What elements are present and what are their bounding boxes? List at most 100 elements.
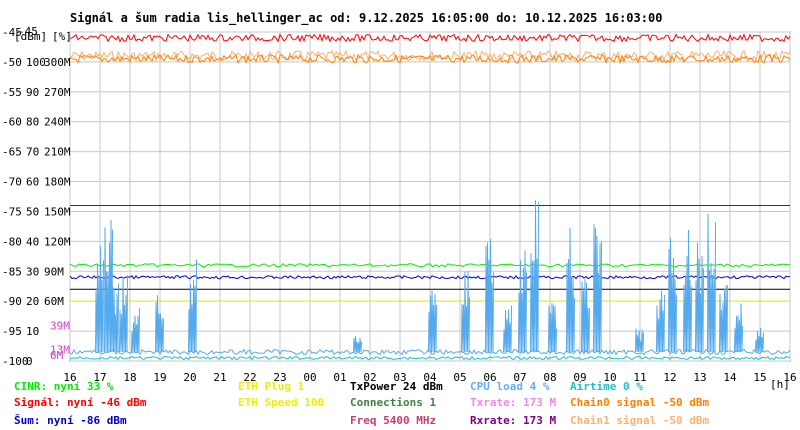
y-tick-label-dbm: -70 <box>2 176 22 189</box>
series-cpu-load-spike <box>683 229 692 353</box>
y-tick-label-rate: 270M <box>44 86 71 99</box>
y-tick-label-dbm: -45 <box>2 26 22 39</box>
series-cpu-load-spike <box>518 250 527 353</box>
axis-labels: 16 17 18 19 20 21 22 23 00 01 02 03 04 05 06 07 08 09 10 11… <box>2 25 797 384</box>
series-cpu-load-spike <box>485 238 494 353</box>
x-tick-label: 17 <box>93 371 106 384</box>
x-tick-label: 21 <box>213 371 226 384</box>
legend-item: TxPower 24 dBm <box>350 380 443 393</box>
series-cpu-load-spike <box>428 288 437 353</box>
y-tick-label-dbm: -85 <box>2 265 22 278</box>
series-cpu-load-spike <box>695 242 704 353</box>
legend-item: ETH Plug 1 <box>238 380 305 393</box>
y-tick-label-rate: 180M <box>44 176 71 189</box>
series-chain0-signal <box>69 53 791 65</box>
series-cpu-load-spike <box>131 307 140 353</box>
legend-item: Rxrate: 173 M <box>470 414 556 427</box>
series-cpu-load-spike <box>353 335 362 353</box>
y-tick-label-rate-extra: 6M <box>50 349 64 362</box>
series-airtime <box>69 355 791 361</box>
x-tick-label: 22 <box>243 371 256 384</box>
x-tick-label: 03 <box>393 371 406 384</box>
y-tick-label-rate-extra: 39M <box>50 320 70 333</box>
y-tick-label-percent: 30 <box>26 265 39 278</box>
plot-series <box>69 33 791 361</box>
x-tick-label: 11 <box>633 371 646 384</box>
y-tick-label-top: -45 <box>18 25 38 38</box>
y-tick-label-percent: 80 <box>26 116 39 129</box>
legend-item: Freq 5400 MHz <box>350 414 436 427</box>
y-tick-label-rate: 240M <box>44 116 71 129</box>
y-tick-label-percent: 100 <box>26 56 46 69</box>
y-tick-label-percent: 70 <box>26 146 39 159</box>
legend-item: Airtime 0 % <box>570 380 643 393</box>
y-tick-label-dbm: -100 <box>2 355 29 368</box>
legend-item: Connections 1 <box>350 396 436 409</box>
y-tick-label-rate: 90M <box>44 265 64 278</box>
legend-item: Chain0 signal -50 dBm <box>570 396 709 409</box>
y-tick-label-dbm: -60 <box>2 116 22 129</box>
series-cpu-load-spike <box>719 285 728 353</box>
x-tick-label: 08 <box>543 371 556 384</box>
series-cpu-load-spike <box>110 283 119 353</box>
y-tick-label-percent: 60 <box>26 176 39 189</box>
x-tick-label: 00 <box>303 371 316 384</box>
series-cpu-load-spike <box>635 328 644 353</box>
chart-legend: CINR: nyní 33 % Signál: nyní -46 dBm Šum: … <box>14 380 709 427</box>
chart-title: Signál a šum radia lis_hellinger_ac od: … <box>70 11 662 26</box>
legend-item: ETH Speed 100 <box>238 396 324 409</box>
legend-item: Signál: nyní -46 dBm <box>14 396 147 409</box>
x-tick-label: 23 <box>273 371 286 384</box>
x-tick-label: 18 <box>123 371 136 384</box>
x-tick-label: 16 <box>63 371 76 384</box>
series-cpu-load-spike <box>668 237 677 353</box>
y-tick-label-dbm: -95 <box>2 325 22 338</box>
x-tick-label: 01 <box>333 371 346 384</box>
series-cpu-load-spike <box>656 290 665 353</box>
y-tick-label-percent: 0 <box>26 355 33 368</box>
y-tick-label-percent: 40 <box>26 235 39 248</box>
y-tick-label-percent: 90 <box>26 86 39 99</box>
y-tick-label-dbm: -50 <box>2 56 22 69</box>
x-tick-label: 12 <box>663 371 676 384</box>
legend-item: Šum: nyní -86 dBm <box>14 414 127 427</box>
unit-time-label: [h] <box>770 378 790 391</box>
series-cpu-load-spike <box>119 275 128 353</box>
series-cpu-load-spike <box>566 227 575 353</box>
y-tick-label-percent: 50 <box>26 205 39 218</box>
y-tick-label-percent: 20 <box>26 295 39 308</box>
y-tick-label-dbm: -90 <box>2 295 22 308</box>
y-tick-label-rate: 210M <box>44 146 71 159</box>
y-tick-label-dbm: -75 <box>2 205 22 218</box>
x-tick-label: 20 <box>183 371 196 384</box>
y-tick-label-rate: 150M <box>44 205 71 218</box>
x-tick-label: 04 <box>423 371 437 384</box>
x-tick-label: 10 <box>603 371 616 384</box>
series-cpu-load-spike <box>95 246 104 353</box>
x-tick-label: 19 <box>153 371 166 384</box>
series-cpu-load-spike <box>593 224 602 353</box>
series-cpu-load-spike <box>548 303 557 353</box>
legend-item: CINR: nyní 33 % <box>14 380 114 393</box>
y-tick-label-dbm: -55 <box>2 86 22 99</box>
y-tick-label-rate: 120M <box>44 235 71 248</box>
series-cpu-load-spike <box>461 271 470 353</box>
series-cpu-load-spike <box>188 259 197 353</box>
series-cpu-load-spike <box>104 220 113 353</box>
y-tick-label-dbm: -65 <box>2 146 22 159</box>
x-tick-label: 05 <box>453 371 466 384</box>
series-cpu-load-spike <box>155 295 164 353</box>
series-cpu-load-spike <box>530 200 539 353</box>
y-tick-label-rate: 60M <box>44 295 64 308</box>
y-tick-label-percent: 10 <box>26 325 39 338</box>
series-cpu-load-spike <box>707 213 716 353</box>
y-tick-label-rate: 300M <box>44 56 71 69</box>
x-tick-label: 16 <box>783 371 796 384</box>
series-cpu-load-spike <box>734 303 743 353</box>
x-tick-label: 13 <box>693 371 706 384</box>
series-cpu-load-spike <box>503 305 512 353</box>
series-cpu-load-spike <box>581 279 590 353</box>
unit-dbm-label: [dBm] <box>14 30 47 43</box>
legend-item: Txrate: 173 M <box>470 396 556 409</box>
